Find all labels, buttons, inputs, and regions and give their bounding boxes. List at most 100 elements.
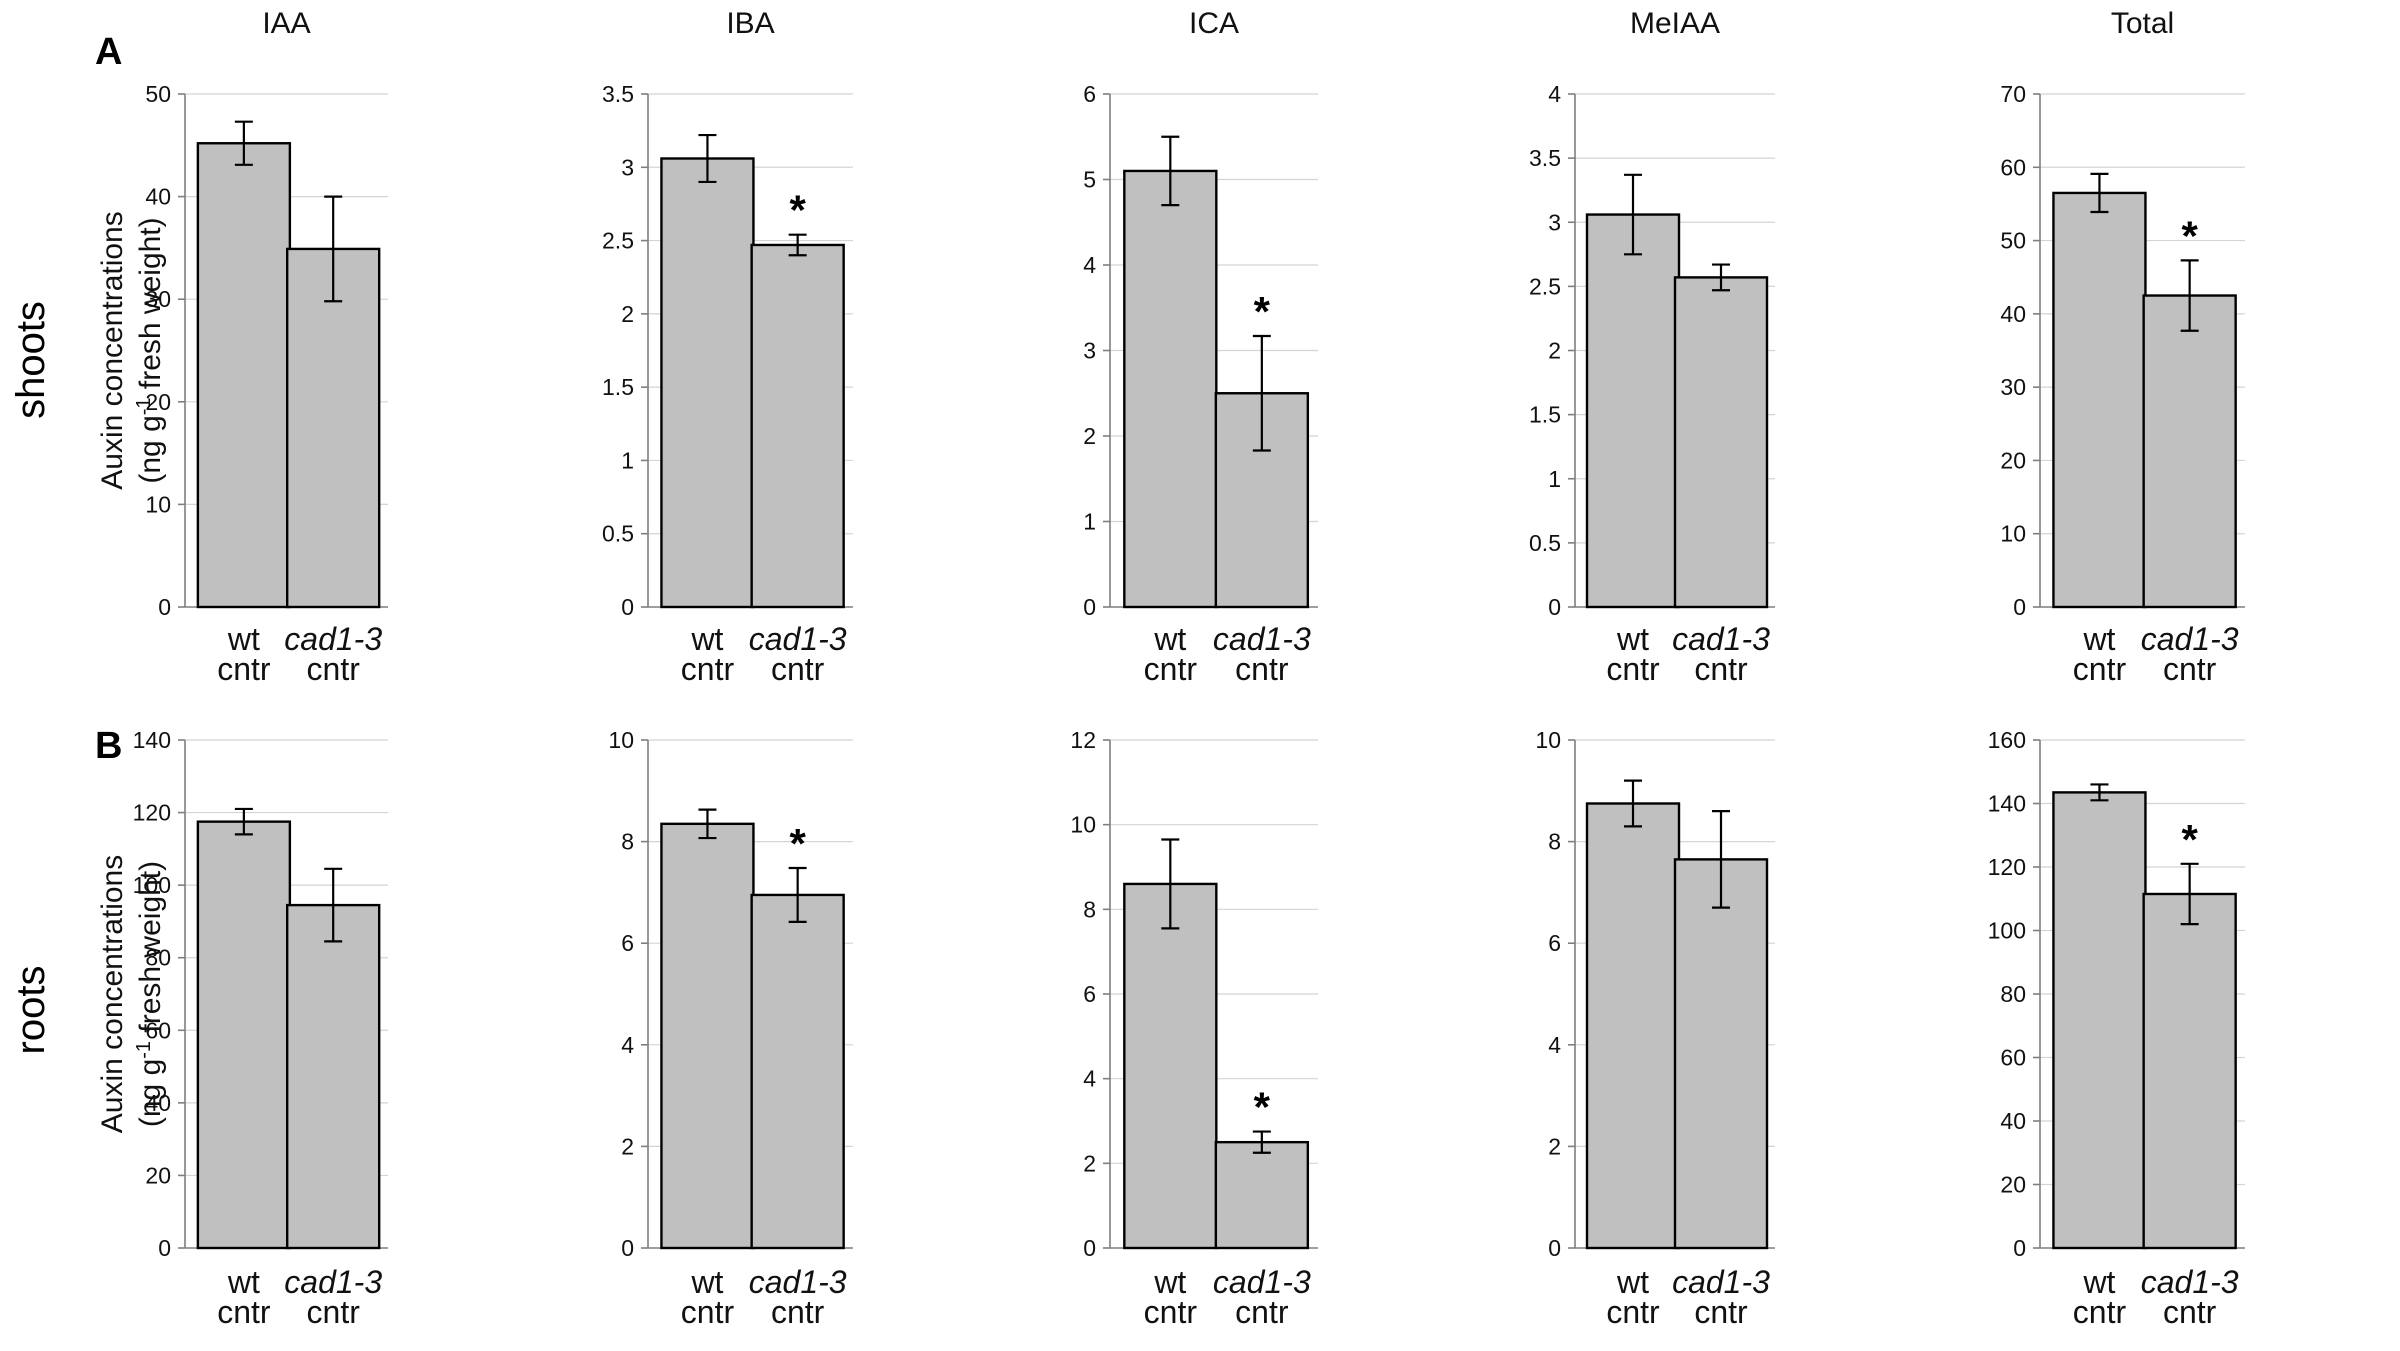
y-tick-label: 0 [1083,1235,1096,1261]
category-label-line2: cntr [771,651,825,687]
category-label-line2: cntr [1235,1294,1289,1330]
category-label-line1: wt [2082,1264,2115,1300]
category-label-line1: cad1-3 [749,621,847,657]
bar-wt [2052,191,2147,609]
bar-cad1-3 [1673,276,1769,609]
y-tick-label: 3.5 [602,81,634,107]
bar-cad1-3 [2142,294,2237,609]
y-tick-label: 30 [2000,374,2026,400]
y-tick-label: 2 [1548,338,1561,364]
chart-title: IBA [726,7,774,40]
y-tick-label: 140 [133,727,171,753]
y-tick-label: 10 [1070,812,1096,838]
y-tick-label: 2.5 [602,228,634,254]
bar-cad1-3 [285,247,381,609]
y-tick-label: 3 [1548,209,1561,235]
y-tick-label: 80 [2000,981,2026,1007]
bar-cad1-3 [1214,1140,1310,1250]
category-label-line1: cad1-3 [1672,1264,1770,1300]
significance-asterisk: * [789,187,806,234]
bar-cad1-3 [1673,858,1769,1250]
category-label-line2: cntr [217,1294,271,1330]
category-label-line1: wt [1153,1264,1186,1300]
category-label-line2: cntr [2163,651,2217,687]
y-tick-label: 40 [2000,301,2026,327]
y-tick-label: 4 [1548,1032,1561,1058]
y-tick-label: 40 [145,184,171,210]
significance-asterisk: * [789,820,806,867]
y-tick-label: 1 [621,447,634,473]
y-tick-label: 6 [1083,981,1096,1007]
row-label-roots: roots [9,966,53,1055]
y-tick-label: 0 [621,594,634,620]
y-tick-label: 0 [1548,594,1561,620]
y-tick-label: 3 [621,154,634,180]
y-tick-label: 2 [621,301,634,327]
y-tick-label: 160 [1988,727,2026,753]
bar-wt [1585,802,1681,1250]
category-label-line1: wt [2082,621,2115,657]
bar-wt [1123,882,1218,1250]
category-label-line1: wt [690,621,723,657]
y-tick-label: 0 [621,1235,634,1261]
y-tick-label: 0 [158,1235,171,1261]
y-tick-label: 1 [1548,466,1561,492]
y-tick-label: 2.5 [1529,273,1561,299]
category-label-line1: wt [227,621,260,657]
category-label-line1: wt [1153,621,1186,657]
y-tick-label: 1 [1083,509,1096,535]
category-label-line1: cad1-3 [1672,621,1770,657]
y-tick-label: 70 [2000,81,2026,107]
y-tick-label: 20 [2000,1172,2026,1198]
bar-wt [196,820,292,1250]
y-tick-label: 40 [2000,1108,2026,1134]
y-tick-label: 8 [621,829,634,855]
y-tick-label: 4 [1083,252,1096,278]
category-label-line1: cad1-3 [1213,621,1311,657]
y-tick-label: 10 [608,727,634,753]
y-tick-label: 10 [1535,727,1561,753]
bar-wt [1585,213,1681,609]
category-label-line1: cad1-3 [2141,1264,2239,1300]
y-tick-label: 0 [158,594,171,620]
chart-title: Total [2111,7,2174,40]
category-label-line2: cntr [1235,651,1289,687]
chart-roots-1: 020406080100120140wtcntrcad1-3cntrAuxin … [96,727,388,1330]
category-label-line1: cad1-3 [749,1264,847,1300]
category-label-line2: cntr [307,651,361,687]
category-label-line2: cntr [1606,1294,1660,1330]
category-label-line2: cntr [2073,651,2127,687]
y-tick-label: 5 [1083,167,1096,193]
y-tick-label: 120 [1988,854,2026,880]
y-tick-label: 120 [133,800,171,826]
y-tick-label: 2 [1083,1150,1096,1176]
category-label-line2: cntr [1694,651,1748,687]
y-axis-label-line2: (ng g-1 fresh weight) [133,217,167,483]
bar-wt [660,157,755,609]
y-tick-label: 0 [1083,594,1096,620]
y-tick-label: 4 [1083,1066,1096,1092]
bar-wt [660,822,755,1250]
y-tick-label: 2 [621,1133,634,1159]
y-tick-label: 140 [1988,791,2026,817]
category-label-line1: cad1-3 [284,1264,382,1300]
y-tick-label: 40 [145,1090,171,1116]
category-label-line2: cntr [1144,1294,1198,1330]
category-label-line1: wt [227,1264,260,1300]
y-tick-label: 4 [621,1032,634,1058]
row-label-shoots: shoots [9,301,53,419]
category-label-line1: wt [690,1264,723,1300]
y-tick-label: 6 [621,930,634,956]
category-label-line2: cntr [1606,651,1660,687]
chart-title: IAA [262,7,310,40]
